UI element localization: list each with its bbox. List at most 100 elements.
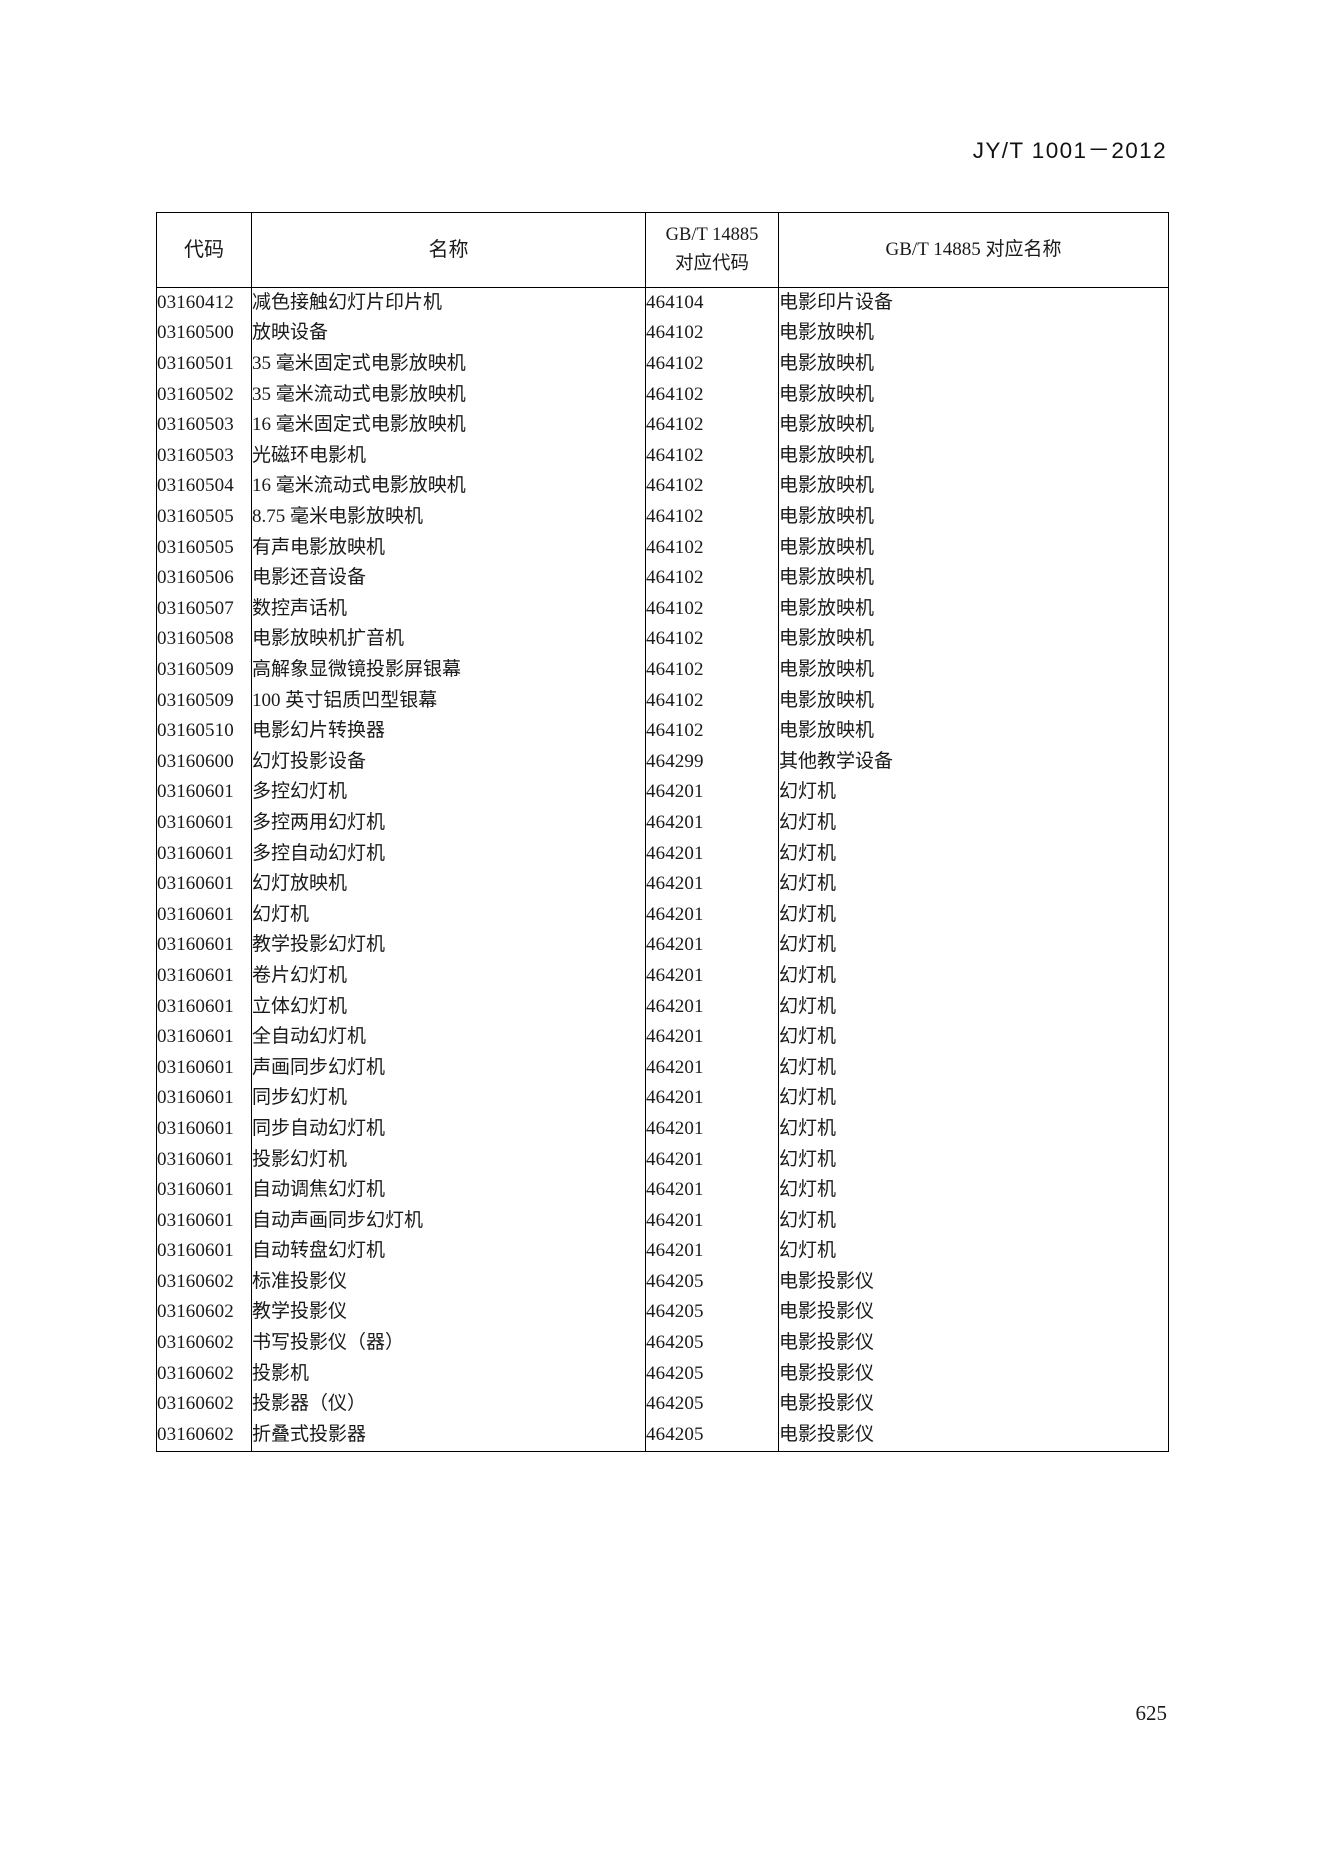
cell-gb-code: 464201 — [645, 1114, 779, 1145]
cell-code: 03160602 — [156, 1358, 252, 1390]
table-row: 03160602 教学投影仪 464205 电影投影仪 — [156, 1297, 1169, 1329]
table-body: 03160412 减色接触幻灯片印片机 464104 电影印片设备 03160500 放映… — [156, 287, 1169, 1452]
table-row: 03160509 高解象显微镜投影屏银幕 464102 电影放映机 — [156, 655, 1169, 686]
cell-gb-name: 电影放映机 — [778, 563, 1169, 594]
table-row: 03160507 数控声话机 464102 电影放映机 — [156, 593, 1169, 625]
cell-name: 100 英寸铝质凹型银幕 — [251, 685, 646, 717]
table-row: 03160601 多控自动幻灯机 464201 幻灯机 — [156, 838, 1169, 870]
table-row: 03160602 标准投影仪 464205 电影投影仪 — [156, 1267, 1169, 1298]
cell-gb-code: 464201 — [645, 1022, 779, 1053]
table-row: 03160501 35 毫米固定式电影放映机 464102 电影放映机 — [156, 349, 1169, 380]
table-row: 03160602 投影器（仪） 464205 电影投影仪 — [156, 1389, 1169, 1420]
cell-gb-code: 464201 — [645, 777, 779, 809]
cell-name: 多控自动幻灯机 — [251, 838, 646, 870]
cell-name: 自动转盘幻灯机 — [251, 1236, 646, 1267]
cell-gb-code: 464205 — [645, 1267, 779, 1298]
table-row: 03160601 立体幻灯机 464201 幻灯机 — [156, 991, 1169, 1023]
cell-gb-name: 幻灯机 — [778, 961, 1169, 992]
cell-code: 03160601 — [156, 869, 252, 900]
cell-gb-code: 464102 — [645, 379, 779, 411]
cell-gb-code: 464201 — [645, 1236, 779, 1267]
column-header-name: 名称 — [251, 212, 646, 288]
cell-gb-name: 电影放映机 — [778, 655, 1169, 686]
cell-name: 同步自动幻灯机 — [251, 1114, 646, 1145]
cell-gb-name: 幻灯机 — [778, 1236, 1169, 1267]
cell-gb-name: 电影印片设备 — [778, 287, 1169, 319]
cell-gb-name: 幻灯机 — [778, 1022, 1169, 1053]
column-header-gb-code: GB/T 14885 对应代码 — [645, 212, 779, 288]
cell-gb-name: 电影放映机 — [778, 440, 1169, 472]
cell-gb-code: 464201 — [645, 1083, 779, 1115]
cell-gb-name: 电影放映机 — [778, 379, 1169, 411]
cell-code: 03160602 — [156, 1267, 252, 1298]
cell-gb-name: 电影放映机 — [778, 685, 1169, 717]
cell-gb-name: 电影放映机 — [778, 318, 1169, 350]
cell-name: 16 毫米流动式电影放映机 — [251, 471, 646, 503]
cell-code: 03160602 — [156, 1419, 252, 1452]
cell-gb-code: 464205 — [645, 1358, 779, 1390]
cell-name: 数控声话机 — [251, 593, 646, 625]
cell-name: 立体幻灯机 — [251, 991, 646, 1023]
cell-name: 16 毫米固定式电影放映机 — [251, 410, 646, 441]
cell-gb-code: 464299 — [645, 746, 779, 778]
column-header-gb-name: GB/T 14885 对应名称 — [778, 212, 1169, 288]
cell-gb-code: 464205 — [645, 1297, 779, 1329]
cell-name: 教学投影仪 — [251, 1297, 646, 1329]
cell-name: 光磁环电影机 — [251, 440, 646, 472]
table-row: 03160601 多控两用幻灯机 464201 幻灯机 — [156, 808, 1169, 839]
equipment-code-table: 代码 名称 GB/T 14885 对应代码 GB/T 14885 对应名称 03… — [156, 212, 1169, 1452]
cell-gb-name: 幻灯机 — [778, 869, 1169, 900]
table-row: 03160508 电影放映机扩音机 464102 电影放映机 — [156, 624, 1169, 656]
cell-code: 03160502 — [156, 379, 252, 411]
cell-gb-code: 464102 — [645, 349, 779, 380]
cell-name: 标准投影仪 — [251, 1267, 646, 1298]
cell-code: 03160602 — [156, 1297, 252, 1329]
cell-gb-name: 电影放映机 — [778, 716, 1169, 747]
cell-code: 03160601 — [156, 930, 252, 962]
cell-gb-code: 464201 — [645, 899, 779, 931]
table-header: 代码 名称 GB/T 14885 对应代码 GB/T 14885 对应名称 — [156, 212, 1169, 288]
cell-name: 自动调焦幻灯机 — [251, 1175, 646, 1206]
cell-code: 03160503 — [156, 440, 252, 472]
cell-gb-code: 464104 — [645, 287, 779, 319]
cell-code: 03160510 — [156, 716, 252, 747]
cell-code: 03160507 — [156, 593, 252, 625]
cell-gb-code: 464102 — [645, 716, 779, 747]
cell-code: 03160601 — [156, 1083, 252, 1115]
cell-code: 03160506 — [156, 563, 252, 594]
table-row: 03160503 16 毫米固定式电影放映机 464102 电影放映机 — [156, 410, 1169, 441]
cell-gb-code: 464201 — [645, 991, 779, 1023]
cell-gb-name: 电影放映机 — [778, 349, 1169, 380]
cell-gb-name: 幻灯机 — [778, 1144, 1169, 1176]
cell-gb-code: 464102 — [645, 563, 779, 594]
cell-gb-name: 电影放映机 — [778, 410, 1169, 441]
cell-gb-name: 幻灯机 — [778, 899, 1169, 931]
cell-gb-code: 464201 — [645, 1205, 779, 1237]
table-row: 03160601 多控幻灯机 464201 幻灯机 — [156, 777, 1169, 809]
table-row: 03160601 自动转盘幻灯机 464201 幻灯机 — [156, 1236, 1169, 1267]
cell-gb-name: 幻灯机 — [778, 1175, 1169, 1206]
cell-name: 全自动幻灯机 — [251, 1022, 646, 1053]
cell-gb-name: 幻灯机 — [778, 808, 1169, 839]
cell-name: 8.75 毫米电影放映机 — [251, 502, 646, 533]
cell-code: 03160601 — [156, 1114, 252, 1145]
cell-code: 03160601 — [156, 1022, 252, 1053]
cell-gb-name: 幻灯机 — [778, 1052, 1169, 1084]
table-row: 03160509 100 英寸铝质凹型银幕 464102 电影放映机 — [156, 685, 1169, 717]
cell-gb-name: 幻灯机 — [778, 1205, 1169, 1237]
cell-name: 教学投影幻灯机 — [251, 930, 646, 962]
cell-code: 03160509 — [156, 655, 252, 686]
cell-gb-code: 464201 — [645, 838, 779, 870]
cell-gb-name: 电影投影仪 — [778, 1328, 1169, 1359]
running-header-standard-ref: JY/T 1001－2012 — [972, 138, 1167, 163]
table-row: 03160601 声画同步幻灯机 464201 幻灯机 — [156, 1052, 1169, 1084]
cell-code: 03160505 — [156, 532, 252, 564]
cell-code: 03160601 — [156, 991, 252, 1023]
cell-gb-code: 464102 — [645, 655, 779, 686]
cell-gb-name: 电影放映机 — [778, 624, 1169, 656]
table-row: 03160601 同步幻灯机 464201 幻灯机 — [156, 1083, 1169, 1115]
cell-code: 03160601 — [156, 961, 252, 992]
cell-code: 03160505 — [156, 502, 252, 533]
cell-gb-code: 464201 — [645, 961, 779, 992]
